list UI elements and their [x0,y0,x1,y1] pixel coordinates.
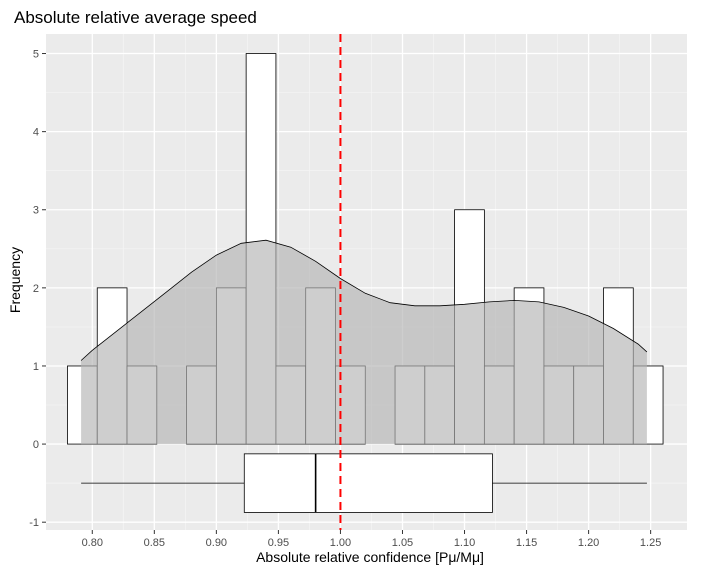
boxplot [81,453,647,513]
x-tick-label: 1.10 [454,537,475,549]
density-area [81,240,647,445]
x-tick-label: 1.05 [392,537,413,549]
y-tick-label: 2 [33,283,39,295]
y-tick-label: 5 [33,49,39,61]
density-curve [80,239,648,361]
x-tick-label: 1.20 [578,537,599,549]
x-axis-ticks: 0.80 0.85 0.90 0.95 1.00 1.05 1.10 1.15 1.20 1.25 [82,530,661,549]
x-tick-label: 0.95 [268,537,289,549]
x-tick-label: 1.00 [330,537,351,549]
x-tick-label: 1.15 [516,537,537,549]
x-tick-label: 0.80 [82,537,103,549]
x-tick-label: 0.85 [144,537,165,549]
y-tick-label: -1 [29,517,39,529]
x-tick-label: 1.25 [640,537,661,549]
plot-panel [46,34,687,530]
x-tick-label: 0.90 [206,537,227,549]
boxplot-box [243,453,493,513]
y-tick-label: 0 [33,439,39,451]
x-axis-label: Absolute relative confidence [Pμ/Mμ] [256,549,484,565]
y-tick-label: 4 [33,127,39,139]
y-axis-ticks: -1 0 1 2 3 4 5 [29,49,46,529]
density-layer [80,239,648,445]
chart-title: Absolute relative average speed [14,8,257,27]
y-tick-label: 3 [33,205,39,217]
y-tick-label: 1 [33,361,39,373]
y-axis-label: Frequency [7,247,23,313]
